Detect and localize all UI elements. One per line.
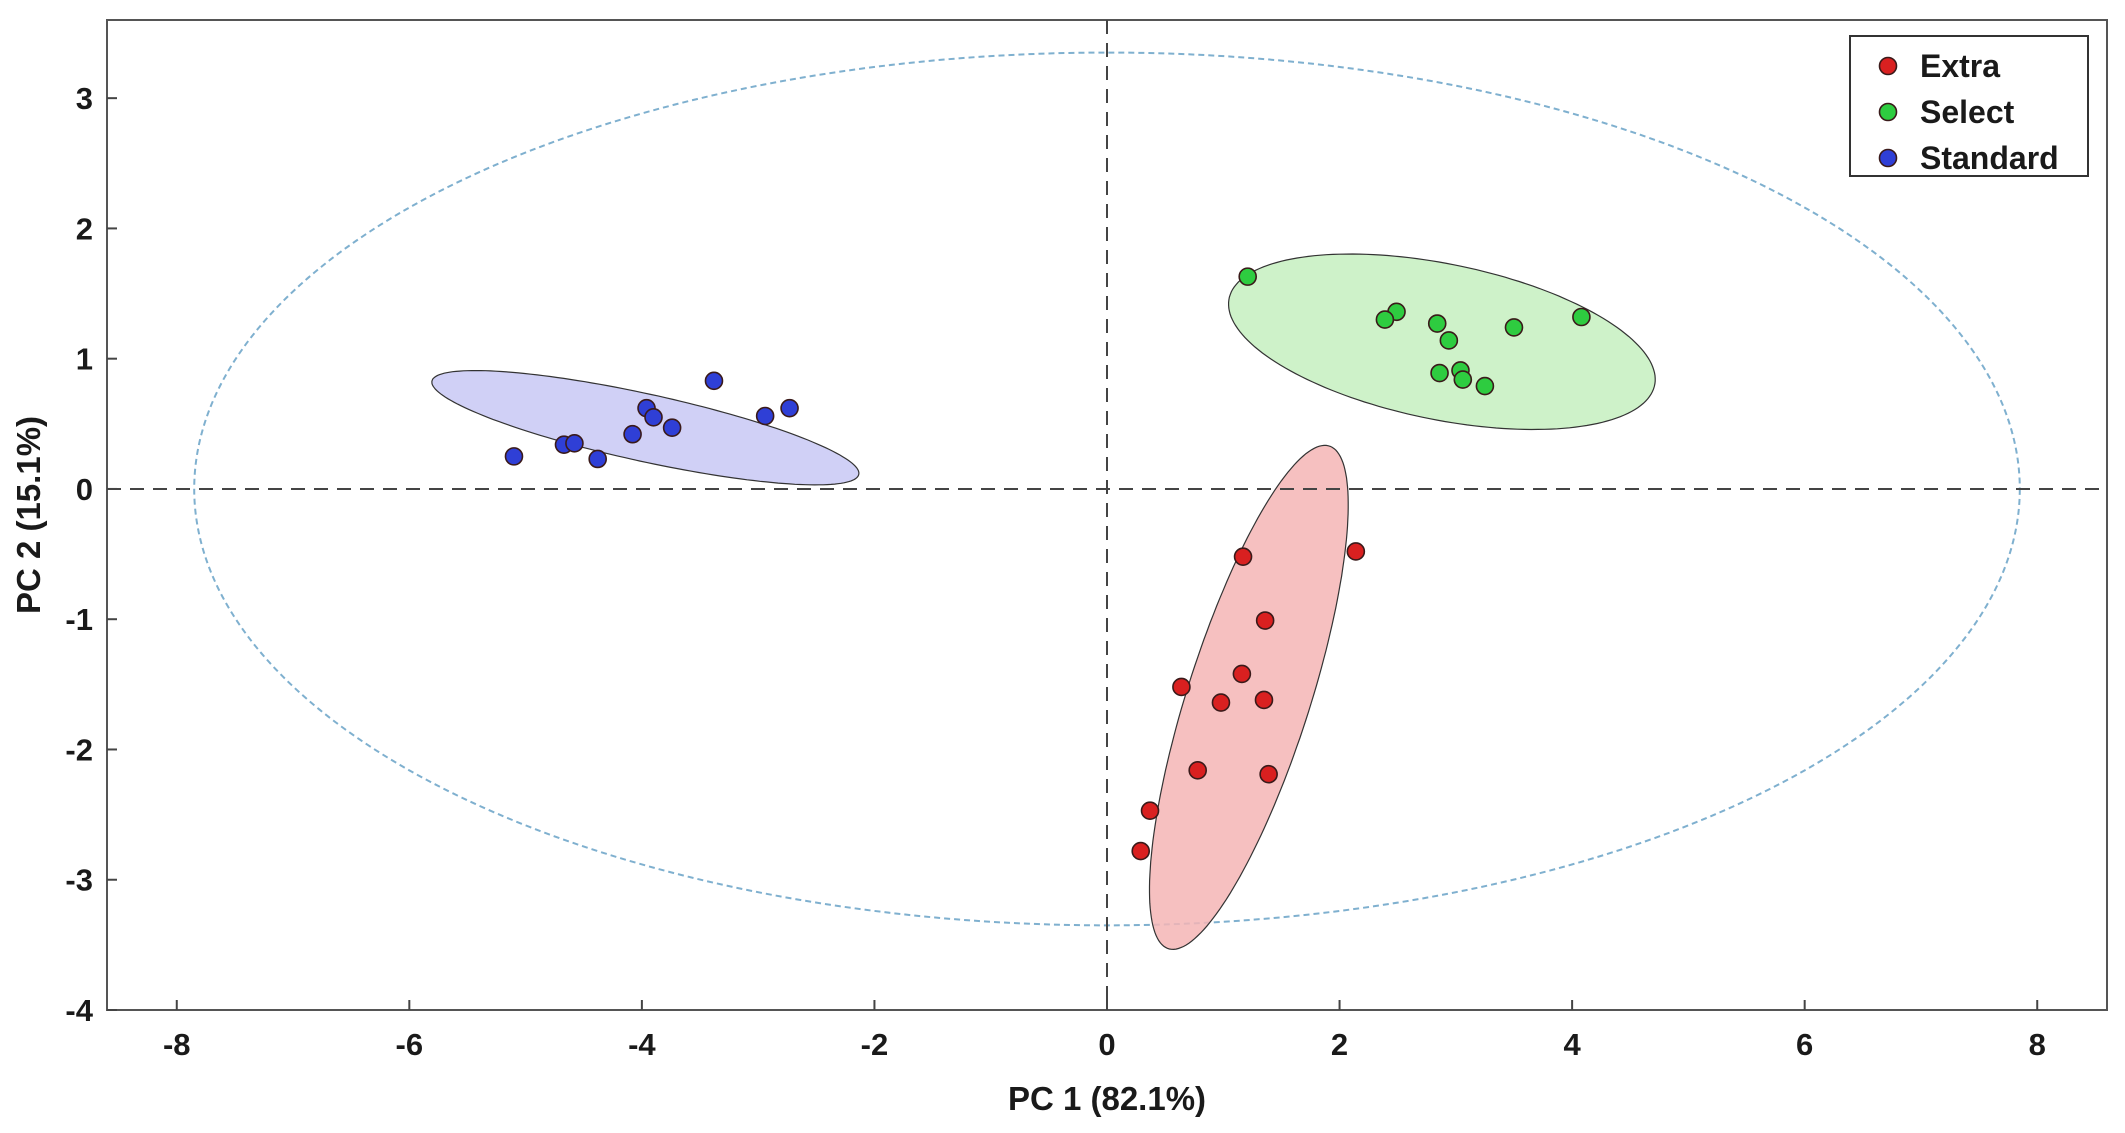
- y-tick-label: -3: [65, 863, 93, 898]
- legend-label-select: Select: [1920, 94, 2015, 130]
- legend: Extra Select Standard: [1849, 35, 2089, 177]
- x-tick-label: -8: [163, 1027, 191, 1062]
- data-point-standard: [588, 449, 607, 469]
- y-tick-label: -4: [65, 993, 93, 1028]
- y-tick-label: 0: [76, 472, 93, 507]
- data-point-select: [1430, 363, 1449, 383]
- data-point-select: [1427, 314, 1447, 333]
- data-point-select: [1453, 370, 1473, 389]
- x-tick-label: 8: [2029, 1027, 2046, 1062]
- data-point-standard: [755, 406, 775, 426]
- data-point-extra: [1259, 764, 1278, 784]
- points-layer: [504, 267, 1591, 861]
- x-tick-label: -2: [861, 1027, 889, 1062]
- data-point-standard: [662, 418, 682, 438]
- x-tick-label: 2: [1331, 1027, 1348, 1062]
- data-point-select: [1504, 318, 1524, 337]
- data-point-standard: [504, 447, 524, 466]
- data-point-extra: [1131, 841, 1151, 861]
- data-point-standard: [780, 398, 799, 418]
- data-point-standard: [704, 371, 724, 391]
- data-point-extra: [1172, 677, 1191, 697]
- data-point-extra: [1346, 542, 1366, 561]
- data-point-extra: [1188, 761, 1207, 780]
- legend-marker-standard: [1878, 148, 1898, 168]
- data-point-extra: [1255, 611, 1275, 630]
- y-tick-label: 2: [76, 211, 93, 246]
- data-point-extra: [1140, 801, 1160, 820]
- data-point-select: [1572, 307, 1591, 327]
- y-tick-label: -1: [65, 602, 93, 637]
- legend-marker-select: [1878, 102, 1898, 122]
- y-axis-title: PC 2 (15.1%): [10, 416, 47, 614]
- group-ellipse-standard: [431, 370, 860, 486]
- x-axis-title: PC 1 (82.1%): [1008, 1080, 1206, 1117]
- data-point-standard: [623, 424, 642, 444]
- data-point-select: [1375, 310, 1395, 329]
- x-tick-label: 4: [1563, 1027, 1581, 1062]
- legend-label-extra: Extra: [1920, 48, 2000, 84]
- y-tick-label: 1: [76, 342, 93, 377]
- reference-lines: [107, 20, 2107, 1010]
- data-point-standard: [644, 408, 663, 427]
- x-tick-label: -4: [628, 1027, 656, 1062]
- data-point-select: [1439, 331, 1459, 350]
- y-tick-label: 3: [76, 81, 93, 116]
- data-point-extra: [1211, 693, 1231, 712]
- data-point-extra: [1232, 664, 1252, 684]
- data-point-standard: [565, 434, 584, 453]
- y-tick-label: -2: [65, 732, 93, 767]
- x-tick-label: 6: [1796, 1027, 1813, 1062]
- axis-ticks: -8 -6 -4 -2 0 2 4 6 8 -4 -3 -2 -1 0 1 2 3: [65, 81, 2045, 1062]
- x-tick-label: -6: [396, 1027, 424, 1062]
- legend-marker-extra: [1878, 56, 1898, 76]
- data-point-select: [1238, 267, 1257, 286]
- data-point-select: [1475, 376, 1495, 396]
- data-point-extra: [1254, 690, 1274, 710]
- legend-label-standard: Standard: [1920, 140, 2059, 176]
- data-point-extra: [1233, 547, 1253, 566]
- x-tick-label: 0: [1098, 1027, 1115, 1062]
